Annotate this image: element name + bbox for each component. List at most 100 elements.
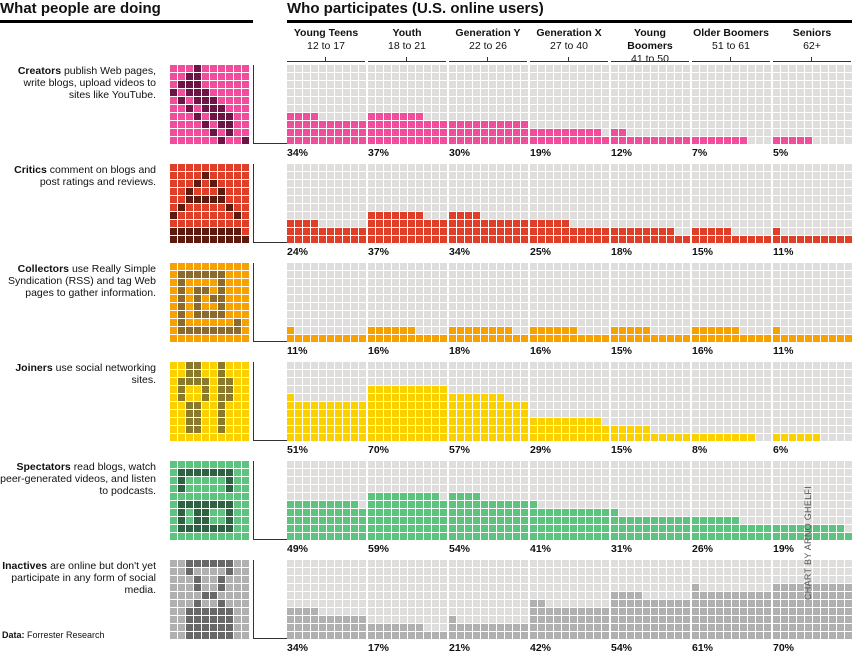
- filled-cell: [319, 624, 326, 631]
- filled-cell: [578, 335, 585, 342]
- empty-cell: [659, 477, 666, 484]
- icon-pixel: [234, 402, 241, 409]
- empty-cell: [368, 608, 375, 615]
- filled-cell: [287, 426, 294, 433]
- empty-cell: [327, 485, 334, 492]
- icon-pixel: [210, 525, 217, 532]
- empty-cell: [327, 188, 334, 195]
- empty-cell: [773, 287, 780, 294]
- empty-cell: [667, 410, 674, 417]
- filled-cell: [546, 624, 553, 631]
- empty-cell: [319, 327, 326, 334]
- empty-cell: [311, 295, 318, 302]
- empty-cell: [627, 493, 634, 500]
- empty-cell: [327, 370, 334, 377]
- icon-pixel: [178, 533, 185, 540]
- empty-cell: [311, 568, 318, 575]
- empty-cell: [740, 501, 747, 508]
- empty-cell: [732, 204, 739, 211]
- icon-pixel: [194, 568, 201, 575]
- empty-cell: [797, 65, 804, 72]
- icon-pixel: [186, 632, 193, 639]
- empty-cell: [562, 362, 569, 369]
- empty-cell: [627, 97, 634, 104]
- filled-cell: [667, 608, 674, 615]
- category-description: Creators publish Web pages, write blogs,…: [0, 65, 156, 101]
- empty-cell: [829, 129, 836, 136]
- empty-cell: [643, 65, 650, 72]
- filled-cell: [400, 501, 407, 508]
- empty-cell: [497, 279, 504, 286]
- empty-cell: [303, 311, 310, 318]
- empty-cell: [392, 295, 399, 302]
- icon-pixel: [170, 113, 177, 120]
- empty-cell: [708, 105, 715, 112]
- filled-cell: [368, 517, 375, 524]
- empty-cell: [837, 287, 844, 294]
- icon-pixel: [234, 263, 241, 270]
- empty-cell: [295, 362, 302, 369]
- empty-cell: [781, 576, 788, 583]
- empty-cell: [764, 568, 771, 575]
- empty-cell: [692, 113, 699, 120]
- icon-pixel: [178, 327, 185, 334]
- empty-cell: [497, 493, 504, 500]
- icon-pixel: [186, 568, 193, 575]
- filled-cell: [359, 228, 366, 235]
- title-left: What people are doing: [0, 0, 253, 23]
- empty-cell: [643, 263, 650, 270]
- empty-cell: [651, 204, 658, 211]
- percent-label: 31%: [611, 543, 633, 555]
- icon-pixel: [194, 576, 201, 583]
- empty-cell: [473, 386, 480, 393]
- icon-pixel: [210, 386, 217, 393]
- filled-cell: [303, 113, 310, 120]
- empty-cell: [797, 517, 804, 524]
- filled-cell: [667, 228, 674, 235]
- connector-line: [253, 242, 287, 243]
- empty-cell: [821, 81, 828, 88]
- filled-cell: [489, 402, 496, 409]
- empty-cell: [440, 608, 447, 615]
- filled-cell: [327, 137, 334, 144]
- empty-cell: [756, 311, 763, 318]
- filled-cell: [764, 525, 771, 532]
- empty-cell: [619, 220, 626, 227]
- empty-cell: [505, 616, 512, 623]
- filled-cell: [611, 600, 618, 607]
- empty-cell: [481, 461, 488, 468]
- empty-cell: [594, 493, 601, 500]
- empty-cell: [311, 493, 318, 500]
- filled-cell: [635, 632, 642, 639]
- empty-cell: [530, 271, 537, 278]
- filled-cell: [530, 616, 537, 623]
- empty-cell: [538, 402, 545, 409]
- empty-cell: [432, 279, 439, 286]
- empty-cell: [440, 105, 447, 112]
- empty-cell: [813, 212, 820, 219]
- empty-cell: [384, 303, 391, 310]
- empty-cell: [813, 311, 820, 318]
- icon-pixel: [194, 335, 201, 342]
- empty-cell: [497, 73, 504, 80]
- icon-pixel: [210, 592, 217, 599]
- filled-cell: [554, 137, 561, 144]
- filled-cell: [554, 335, 561, 342]
- empty-cell: [635, 129, 642, 136]
- empty-cell: [724, 362, 731, 369]
- icon-pixel: [218, 212, 225, 219]
- filled-cell: [627, 608, 634, 615]
- empty-cell: [586, 113, 593, 120]
- filled-cell: [351, 335, 358, 342]
- empty-cell: [335, 164, 342, 171]
- empty-cell: [837, 426, 844, 433]
- icon-pixel: [170, 568, 177, 575]
- empty-cell: [813, 228, 820, 235]
- empty-cell: [376, 592, 383, 599]
- filled-cell: [457, 517, 464, 524]
- empty-cell: [700, 576, 707, 583]
- filled-cell: [748, 335, 755, 342]
- empty-cell: [473, 608, 480, 615]
- filled-cell: [748, 632, 755, 639]
- empty-cell: [497, 576, 504, 583]
